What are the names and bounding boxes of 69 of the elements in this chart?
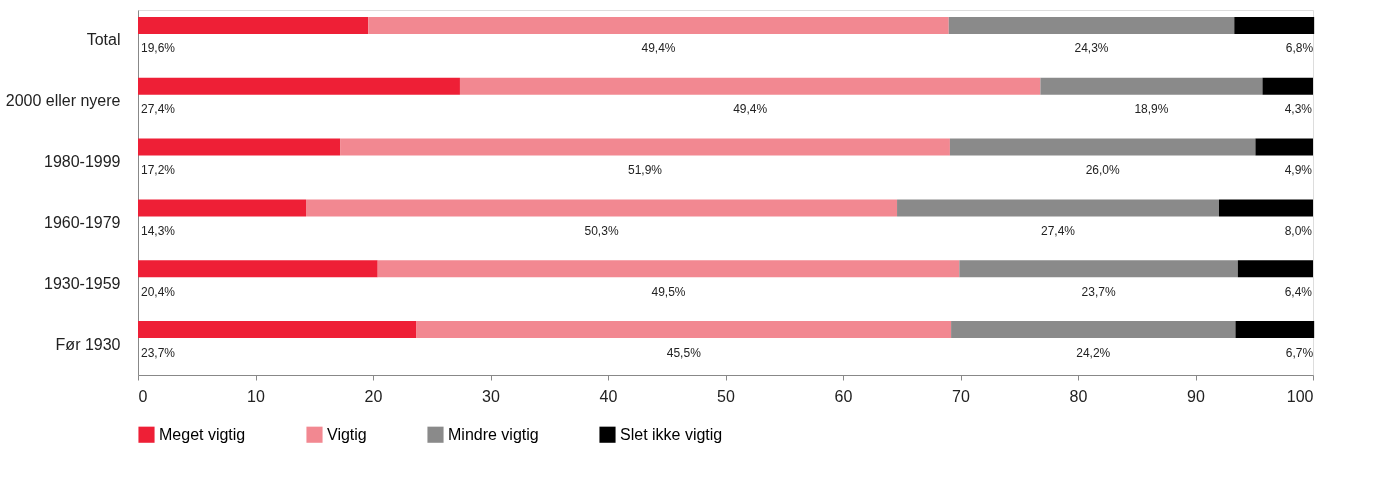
- x-tick-label: 0: [138, 387, 148, 405]
- bar: [138, 138, 341, 156]
- text: 50,3%: [584, 223, 619, 238]
- bar: [306, 199, 898, 217]
- text: 17,2%: [141, 163, 176, 178]
- x-tick-label: 100: [1286, 387, 1314, 405]
- text: 24,2%: [1076, 345, 1111, 360]
- text: 6,7%: [1285, 345, 1314, 360]
- text: 8,0%: [1284, 223, 1312, 238]
- text: 19,6%: [141, 41, 176, 56]
- x-tick-label: 60: [834, 387, 853, 405]
- legend-label: Mindre vigtig: [448, 425, 539, 443]
- bar: [138, 321, 417, 339]
- bar: [138, 16, 369, 34]
- text: 6,8%: [1285, 41, 1314, 56]
- text: 6,4%: [1284, 284, 1312, 299]
- text: 4,9%: [1284, 163, 1312, 178]
- text: 4,3%: [1284, 102, 1312, 117]
- y-tick-label: Total: [86, 31, 121, 49]
- text: 27,4%: [1041, 223, 1076, 238]
- x-tick-label: 30: [482, 387, 500, 405]
- bar: [340, 138, 950, 156]
- text: 14,3%: [141, 223, 176, 238]
- bar: [1234, 16, 1315, 34]
- bar: [138, 199, 307, 217]
- y-tick-label: 1960-1979: [43, 213, 121, 231]
- text: 27,4%: [141, 102, 176, 117]
- y-tick-label: 2000 eller nyere: [5, 92, 121, 110]
- bar: [1040, 77, 1263, 95]
- bar: [1255, 138, 1313, 156]
- text: 49,4%: [641, 41, 676, 56]
- bar: [459, 77, 1041, 95]
- text: 26,0%: [1085, 163, 1120, 178]
- bar: [1237, 260, 1313, 278]
- y-tick-label: 1980-1999: [43, 153, 121, 171]
- legend-label: Vigtig: [327, 425, 367, 443]
- bar: [416, 321, 952, 339]
- bar: [959, 260, 1238, 278]
- text: 49,5%: [651, 284, 686, 299]
- x-tick-label: 20: [364, 387, 383, 405]
- legend-label: Meget vigtig: [159, 425, 246, 443]
- bar: [368, 16, 949, 34]
- text: 49,4%: [733, 102, 768, 117]
- bar: [138, 77, 460, 95]
- x-tick-label: 80: [1069, 387, 1088, 405]
- y-tick-label: Før 1930: [55, 335, 121, 353]
- x-tick-label: 50: [717, 387, 735, 405]
- bar: [1235, 321, 1315, 339]
- x-tick-label: 90: [1187, 387, 1205, 405]
- bar: [377, 260, 960, 278]
- bar: [948, 16, 1235, 34]
- legend-label: Slet ikke vigtig: [620, 425, 723, 443]
- y-tick-label: 1930-1959: [43, 274, 121, 292]
- bar: [951, 321, 1236, 339]
- text: 18,9%: [1134, 102, 1169, 117]
- x-tick-label: 70: [952, 387, 970, 405]
- bar: [897, 199, 1219, 217]
- bar: [1262, 77, 1313, 95]
- text: 23,7%: [1081, 284, 1116, 299]
- text: 51,9%: [628, 163, 663, 178]
- bar: [1219, 199, 1313, 217]
- text: 45,5%: [666, 345, 701, 360]
- x-tick-label: 40: [599, 387, 618, 405]
- bar: [949, 138, 1256, 156]
- bar: [138, 260, 378, 278]
- text: 23,7%: [141, 345, 176, 360]
- x-tick-label: 10: [247, 387, 265, 405]
- text: 20,4%: [141, 284, 176, 299]
- text: 24,3%: [1074, 41, 1109, 56]
